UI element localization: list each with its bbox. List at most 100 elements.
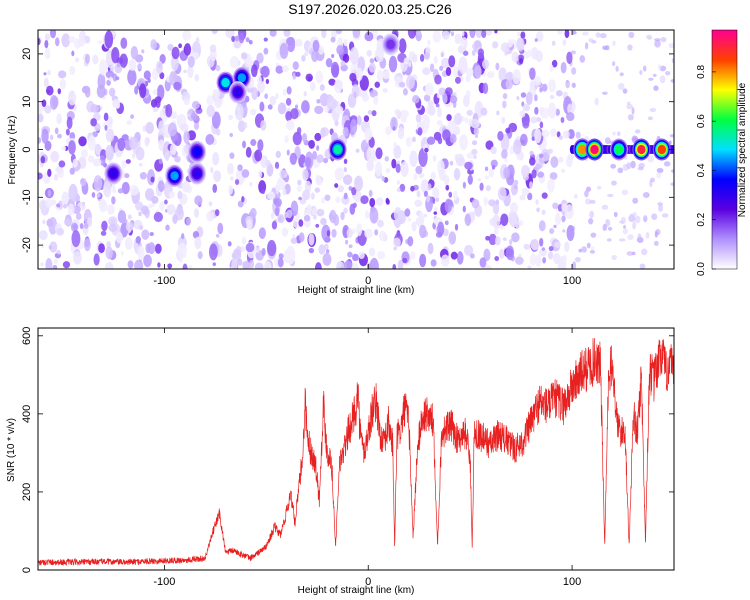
heatmap-cell: [463, 50, 469, 56]
heatmap-cell: [176, 114, 180, 122]
heatmap-cell: [520, 92, 527, 98]
heatmap-cell: [542, 257, 547, 264]
heatmap-cell: [519, 110, 526, 118]
heatmap-cell: [541, 209, 546, 216]
heatmap-cell: [153, 211, 163, 223]
heatmap-cell: [313, 214, 317, 220]
heatmap-cell: [621, 189, 628, 196]
heatmap-cell: [267, 104, 273, 110]
heatmap-cell: [424, 52, 430, 60]
heatmap-cell: [182, 263, 188, 269]
heatmap-cell: [330, 61, 340, 78]
snr-frame: [37, 327, 675, 571]
heatmap-cell: [298, 232, 305, 243]
heatmap-cell: [488, 199, 496, 207]
heatmap-cell: [439, 65, 444, 71]
heatmap-cell: [98, 40, 103, 45]
heatmap-cell: [534, 128, 542, 144]
heatmap-cell: [426, 136, 436, 145]
heatmap-cell: [578, 248, 582, 253]
heatmap-cell: [213, 170, 222, 182]
colorbar-tick-label-1: 0.2: [696, 212, 707, 226]
heatmap-cell: [245, 242, 255, 253]
heatmap-cell: [493, 228, 499, 235]
heatmap-cell: [139, 225, 144, 231]
heatmap-cell: [127, 68, 137, 86]
heatmap-cell: [157, 180, 165, 192]
spectrogram-x-tick-label-0: -100: [153, 275, 175, 287]
heatmap-cell: [316, 208, 325, 217]
heatmap-cell: [556, 30, 563, 35]
heatmap-cell: [375, 147, 383, 160]
heatmap-cell: [192, 231, 200, 239]
heatmap-cell: [92, 54, 99, 65]
heatmap-cell: [146, 169, 156, 186]
heatmap-cell: [152, 68, 159, 81]
heatmap-cell: [367, 110, 373, 115]
heatmap-cell: [432, 30, 442, 43]
heatmap-cell: [188, 265, 193, 269]
heatmap-cell: [623, 224, 627, 229]
colorbar-tick-label-0: 0.0: [696, 262, 707, 276]
heatmap-cell: [44, 104, 52, 114]
heatmap-cell: [374, 81, 381, 88]
heatmap-cell: [120, 37, 128, 49]
heatmap-cell: [90, 118, 97, 127]
heatmap-cell: [137, 245, 145, 261]
heatmap-cell: [392, 264, 397, 269]
heatmap-cell: [400, 161, 409, 177]
heatmap-cell: [286, 245, 296, 265]
heatmap-cell: [44, 40, 49, 49]
heatmap-cell: [234, 35, 240, 42]
heatmap-cell: [62, 261, 71, 269]
heatmap-cell: [560, 61, 567, 74]
heatmap-cell: [244, 95, 250, 103]
heatmap-cell: [302, 168, 309, 181]
heatmap-cell: [56, 113, 62, 125]
heatmap-cell: [150, 39, 157, 50]
heatmap-cell: [151, 202, 156, 207]
heatmap-cell: [120, 251, 124, 256]
heatmap-cell: [430, 171, 436, 181]
heatmap-cell: [567, 103, 573, 115]
colorbar-tick-label-3: 0.6: [696, 114, 707, 128]
heatmap-cell: [59, 78, 67, 90]
heatmap-cell: [669, 134, 674, 138]
heatmap-cell: [259, 101, 265, 112]
heatmap-cell: [303, 218, 312, 228]
heatmap-cell: [556, 131, 561, 138]
heatmap-cell: [525, 92, 533, 105]
heatmap-cell: [229, 132, 233, 137]
heatmap-cell: [432, 186, 440, 199]
heatmap-cell: [491, 165, 496, 170]
heatmap-cell: [228, 114, 234, 121]
heatmap-cell: [590, 246, 595, 251]
heatmap-cell: [355, 148, 360, 153]
heatmap-cell: [93, 253, 100, 266]
heatmap-hotspot-3: [192, 168, 202, 178]
heatmap-cell: [138, 211, 142, 217]
heatmap-cell: [634, 215, 641, 224]
heatmap-cell: [381, 175, 385, 182]
heatmap-cell: [473, 127, 479, 136]
heatmap-cell: [281, 227, 289, 237]
heatmap-cell: [69, 65, 76, 76]
heatmap-cell: [275, 65, 284, 74]
heatmap-cell: [444, 220, 449, 226]
heatmap-cell: [555, 108, 560, 116]
heatmap-cell: [394, 108, 400, 116]
heatmap-cell: [105, 246, 113, 260]
heatmap-cell: [352, 202, 357, 209]
heatmap-cell: [47, 189, 52, 197]
heatmap-cell: [57, 133, 62, 139]
heatmap-cell: [539, 237, 544, 247]
heatmap-cell: [458, 56, 468, 75]
heatmap-cell: [652, 73, 657, 77]
heatmap-cell: [343, 166, 348, 173]
heatmap-cell: [470, 119, 480, 129]
heatmap-cell: [286, 86, 292, 95]
heatmap-cell: [510, 183, 518, 196]
heatmap-cell: [670, 182, 674, 187]
heatmap-cell: [607, 226, 613, 231]
